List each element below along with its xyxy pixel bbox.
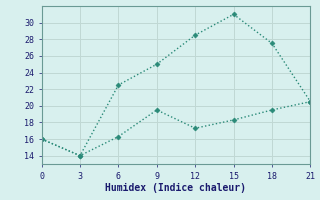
X-axis label: Humidex (Indice chaleur): Humidex (Indice chaleur) <box>106 183 246 193</box>
